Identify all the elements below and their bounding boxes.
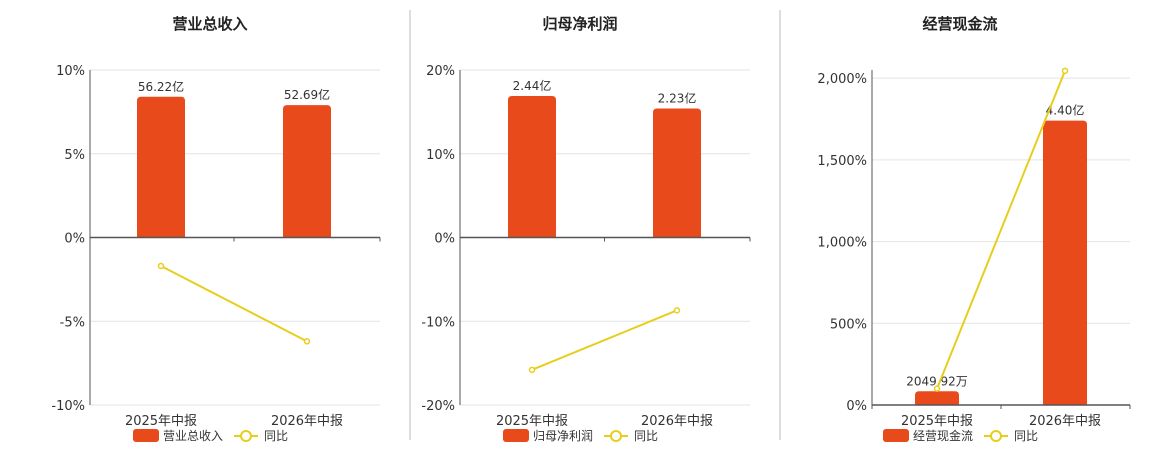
legend-label: 同比	[264, 429, 288, 443]
legend-swatch-marker	[610, 430, 622, 442]
legend-swatch-marker	[990, 430, 1002, 442]
line-point	[528, 366, 536, 374]
y-tick-label: 10%	[56, 64, 85, 79]
y-tick-label: 0%	[846, 399, 867, 414]
line-point	[673, 307, 681, 314]
y-tick-label: 2,000%	[817, 72, 867, 87]
line-point	[303, 338, 311, 345]
legend-label: 归母净利润	[533, 429, 593, 443]
legend-label: 同比	[634, 429, 658, 443]
x-tick-label: 2025年中报	[901, 414, 973, 429]
chart-panel-1: 营业总收入 10% 5% 0% -5% -10% 56.22亿 52.69亿 2025年中报 20…	[51, 15, 381, 443]
legend-swatch-bar	[883, 429, 909, 442]
line-point	[157, 262, 165, 270]
line-point	[933, 385, 941, 392]
chart-title: 经营现金流	[922, 15, 997, 33]
y-tick-label: -5%	[60, 315, 85, 330]
x-tick-label: 2026年中报	[271, 414, 343, 429]
bar	[1043, 120, 1087, 405]
y-tick-label: 1,000%	[817, 236, 867, 251]
legend: 营业总收入 同比	[133, 429, 288, 443]
y-tick-label: -10%	[51, 399, 85, 414]
bar	[508, 95, 556, 238]
series-line-同比	[531, 309, 678, 371]
x-tick-label: 2025年中报	[125, 414, 197, 429]
legend-swatch-bar	[503, 429, 529, 442]
y-tick-label: 20%	[426, 64, 455, 79]
legend-label: 经营现金流	[913, 428, 973, 443]
chart-title: 归母净利润	[542, 15, 617, 33]
y-tick-label: 500%	[830, 317, 867, 332]
legend: 经营现金流 同比	[883, 428, 1038, 443]
bar-data-label: 4.40亿	[1046, 103, 1085, 118]
y-tick-label: 5%	[64, 148, 85, 163]
x-tick-label: 2026年中报	[1029, 414, 1101, 429]
x-tick-label: 2025年中报	[496, 414, 568, 429]
chart-title: 营业总收入	[172, 15, 247, 33]
bar	[137, 96, 185, 238]
line-point	[1061, 67, 1069, 75]
bar-data-label: 2049.92万	[906, 374, 968, 388]
y-tick-label: -20%	[421, 399, 455, 414]
bar-data-label: 56.22亿	[138, 79, 184, 94]
y-tick-label: 1,500%	[817, 154, 867, 169]
y-tick-label: 0%	[64, 232, 85, 247]
legend-label: 营业总收入	[163, 429, 223, 443]
bar-data-label: 2.23亿	[658, 91, 697, 106]
y-tick-label: -10%	[421, 315, 455, 330]
y-tick-label: 0%	[434, 232, 455, 247]
y-tick-label: 10%	[426, 148, 455, 163]
legend: 归母净利润 同比	[503, 429, 658, 443]
series-line-同比	[160, 265, 308, 343]
x-tick-label: 2026年中报	[641, 414, 713, 429]
bar	[915, 391, 959, 405]
bar	[283, 105, 331, 238]
legend-swatch-bar	[133, 429, 159, 442]
bar-data-label: 2.44亿	[513, 78, 552, 93]
legend-label: 同比	[1014, 429, 1038, 443]
bar-data-label: 52.69亿	[284, 87, 330, 102]
chart-panel-3: 经营现金流 2,000% 1,500% 1,000% 500% 0% 2049.92万 4.4…	[817, 15, 1131, 443]
legend-swatch-marker	[240, 430, 252, 442]
series-line-同比	[936, 70, 1066, 390]
bar	[653, 108, 701, 238]
chart-panel-2: 归母净利润 20% 10% 0% -10% -20% 2.44亿 2.23亿 2025年中报 20…	[421, 15, 751, 443]
